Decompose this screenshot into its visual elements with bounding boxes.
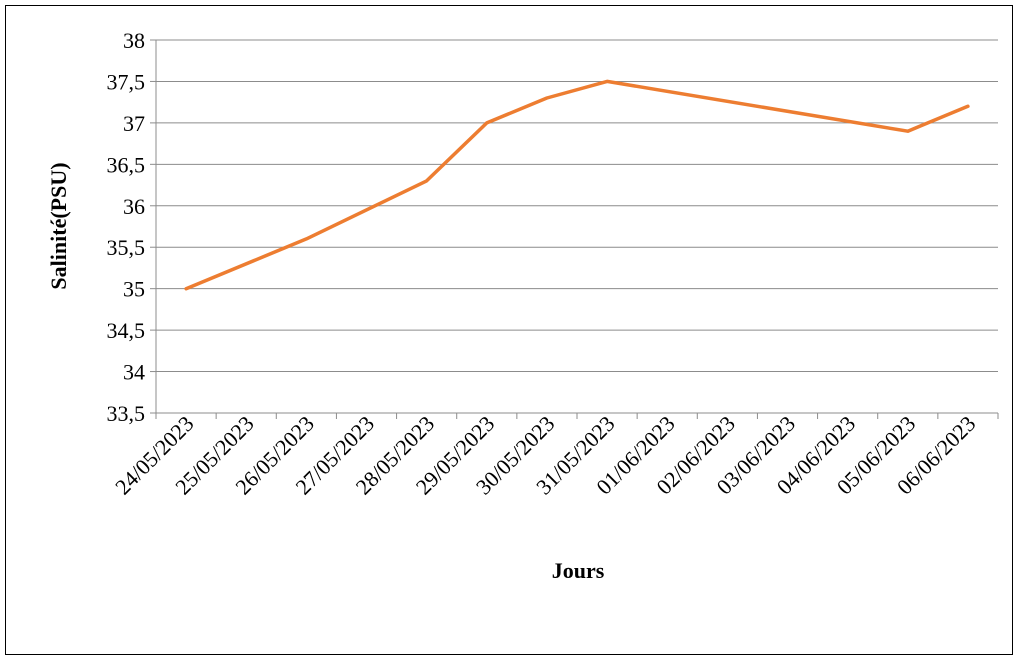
x-axis-title: Jours [552, 558, 605, 583]
x-tick-labels: 24/05/202325/05/202326/05/202327/05/2023… [110, 411, 980, 500]
y-tick-labels: 33,5 34 34,5 35 35,5 36 36,5 37 37,5 38 [107, 28, 146, 426]
series-line [184, 79, 970, 291]
y-tick-label: 34,5 [107, 318, 146, 343]
y-tick-label: 35 [123, 277, 145, 302]
y-tick-label: 37,5 [107, 69, 146, 94]
salinity-line-chart: 33,5 34 34,5 35 35,5 36 36,5 37 37,5 38 24/05/202… [46, 28, 999, 583]
y-axis-title: Salinité(PSU) [46, 162, 71, 289]
y-tick-label: 36,5 [107, 152, 146, 177]
y-tick-label: 34 [123, 360, 145, 385]
y-tick-label: 38 [123, 28, 145, 53]
series-layer [184, 79, 970, 291]
y-tick-label: 35,5 [107, 235, 146, 260]
axes [150, 39, 999, 419]
y-tick-label: 37 [123, 111, 145, 136]
y-tick-label: 36 [123, 194, 145, 219]
y-tick-label: 33,5 [107, 401, 146, 426]
